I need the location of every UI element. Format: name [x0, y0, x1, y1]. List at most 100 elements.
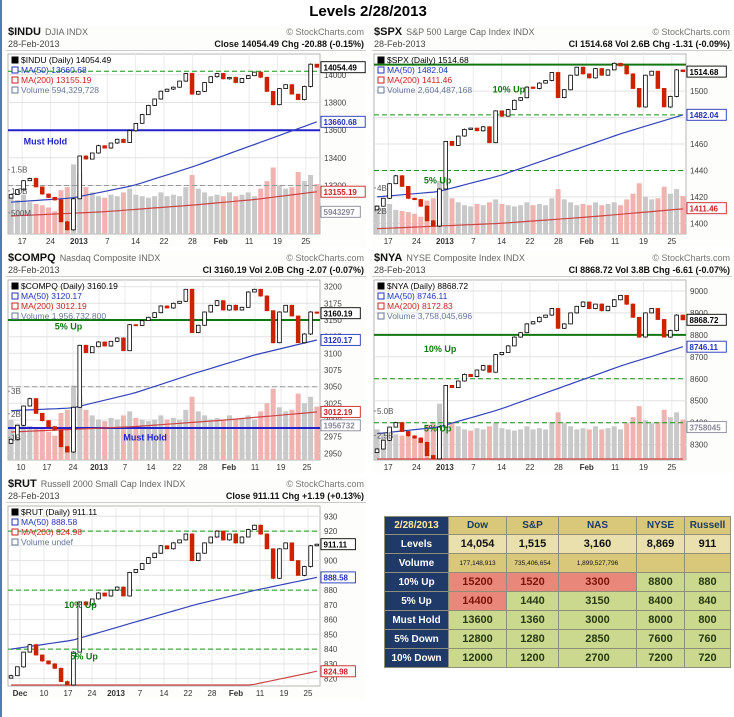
chart-header: $RUT Russell 2000 Small Cap Index INDX ©…	[6, 478, 366, 491]
date-axis-labels: 17 24 2013 7 14 22 28 Feb 11 19 25	[384, 237, 677, 246]
svg-text:Dec: Dec	[13, 689, 28, 698]
svg-text:MA(200) 8172.83: MA(200) 8172.83	[387, 301, 453, 311]
level-lines	[374, 63, 686, 171]
price-chart-spx: 4B2B14001420144014601480150010% Up5% Up1…	[373, 53, 727, 246]
svg-text:13400: 13400	[324, 154, 347, 163]
chart-source: © StockCharts.com	[652, 253, 730, 263]
svg-text:5% Up: 5% Up	[55, 321, 83, 331]
table-cell: 8400	[636, 591, 685, 611]
table-row: Volume 177,148,913 735,406,654 1,899,527,79…	[384, 553, 731, 573]
table-row-label: 5% Up	[384, 591, 449, 611]
level-lines	[8, 319, 320, 429]
svg-text:920: 920	[324, 527, 338, 536]
chart-stats: Cl 3160.19 Vol 2.0B Chg -2.07 (-0.07%)	[202, 265, 364, 275]
price-axis-labels: 1320013400136001380014000	[324, 71, 347, 191]
svg-text:28: 28	[188, 237, 197, 246]
svg-text:22: 22	[526, 463, 535, 472]
svg-text:2013: 2013	[436, 463, 454, 472]
svg-text:3120.17: 3120.17	[324, 336, 353, 345]
svg-text:860: 860	[324, 616, 338, 625]
svg-text:3200: 3200	[324, 283, 342, 292]
svg-text:5% Up: 5% Up	[424, 176, 452, 186]
candlesticks	[374, 62, 686, 227]
price-value-boxes: 911.11 888.58 824.98	[320, 538, 356, 678]
level-lines	[8, 530, 320, 650]
svg-text:19: 19	[280, 689, 289, 698]
table-cell: 3150	[558, 591, 637, 611]
table-cell: 1360	[506, 610, 559, 630]
svg-text:Volume 3,758,045,696: Volume 3,758,045,696	[387, 311, 472, 321]
svg-text:3150: 3150	[324, 316, 342, 325]
svg-text:Feb: Feb	[214, 237, 228, 246]
svg-text:13800: 13800	[324, 99, 347, 108]
svg-text:5% Up: 5% Up	[70, 651, 98, 661]
svg-text:Feb: Feb	[580, 237, 594, 246]
svg-text:Volume 2,604,487,168: Volume 2,604,487,168	[387, 85, 472, 95]
svg-text:25: 25	[667, 237, 676, 246]
ma200-line	[377, 208, 683, 230]
svg-text:14054.49: 14054.49	[324, 63, 358, 72]
svg-text:25: 25	[303, 463, 312, 472]
svg-text:19: 19	[277, 463, 286, 472]
svg-text:19: 19	[639, 463, 648, 472]
svg-text:17: 17	[18, 237, 27, 246]
svg-text:22: 22	[160, 237, 169, 246]
svg-text:14: 14	[160, 689, 169, 698]
volume-axis-labels: 1.5B 1.0B 500M	[8, 166, 31, 218]
chart-stats: Cl 1514.68 Vol 2.6B Chg -1.31 (-0.09%)	[568, 39, 730, 49]
svg-text:17: 17	[43, 463, 52, 472]
svg-text:880: 880	[324, 586, 338, 595]
svg-text:1440: 1440	[690, 167, 708, 176]
table-cell: 911	[684, 534, 731, 554]
table-cell: 14,054	[448, 534, 507, 554]
svg-text:4B: 4B	[377, 184, 387, 193]
svg-text:840: 840	[324, 645, 338, 654]
chart-spx: $SPX S&P 500 Large Cap Index INDX © Stoc…	[372, 26, 732, 247]
chart-header: $INDU DJIA INDX © StockCharts.com	[6, 26, 366, 39]
svg-text:2975: 2975	[324, 433, 342, 442]
svg-text:$SPX (Daily) 1514.68: $SPX (Daily) 1514.68	[387, 55, 469, 65]
date-axis-labels: Dec 10 17 24 2013 7 14 22 28 Feb 11 19 25	[13, 689, 313, 698]
chart-header: $SPX S&P 500 Large Cap Index INDX © Stoc…	[372, 26, 732, 39]
svg-text:1482.04: 1482.04	[690, 111, 719, 120]
svg-text:MA(200) 824.98: MA(200) 824.98	[21, 527, 82, 537]
chart-nya: $NYA NYSE Composite Index INDX © StockCh…	[372, 252, 732, 473]
svg-text:7: 7	[471, 463, 476, 472]
svg-text:11: 11	[256, 689, 265, 698]
chart-stats: Cl 8868.72 Vol 3.8B Chg -6.61 (-0.07%)	[568, 265, 730, 275]
svg-text:9000: 9000	[690, 287, 708, 296]
table-cell: 8000	[636, 610, 685, 630]
svg-text:830: 830	[324, 660, 338, 669]
table-row-label: Volume	[384, 553, 449, 573]
chart-description: Russell 2000 Small Cap Index INDX	[40, 479, 186, 489]
ma50-line	[377, 346, 684, 435]
svg-text:MA(50) 8746.11: MA(50) 8746.11	[387, 291, 448, 301]
svg-text:2B: 2B	[11, 410, 21, 419]
svg-text:1500: 1500	[690, 87, 708, 96]
page-title: Levels 2/28/2013	[309, 3, 427, 20]
svg-text:Must Hold: Must Hold	[24, 137, 68, 147]
svg-text:2950: 2950	[324, 449, 342, 458]
svg-text:3160.19: 3160.19	[324, 309, 353, 318]
volume-axis-labels: 4B 2B	[374, 184, 387, 216]
table-col-header: NAS	[558, 516, 637, 535]
svg-text:8600: 8600	[690, 375, 708, 384]
chart-date: 28-Feb-2013	[8, 265, 60, 275]
svg-text:$COMPQ (Daily) 3160.19: $COMPQ (Daily) 3160.19	[21, 281, 118, 291]
table-row: 5% Up 14400 1440 3150 8400 840	[384, 591, 731, 611]
table-cell: 3,160	[558, 534, 637, 554]
svg-text:7: 7	[138, 689, 143, 698]
svg-text:13600: 13600	[324, 126, 347, 135]
svg-text:7: 7	[105, 237, 110, 246]
svg-text:3100: 3100	[324, 349, 342, 358]
table-row-label: Must Hold	[384, 610, 449, 630]
svg-text:5.0B: 5.0B	[377, 407, 393, 416]
svg-text:1420: 1420	[690, 193, 708, 202]
volume-axis-labels: 3B 2B 1B	[8, 387, 21, 442]
svg-text:24: 24	[69, 463, 78, 472]
svg-text:$RUT (Daily) 911.11: $RUT (Daily) 911.11	[21, 507, 97, 517]
table-cell: 12000	[448, 648, 507, 668]
